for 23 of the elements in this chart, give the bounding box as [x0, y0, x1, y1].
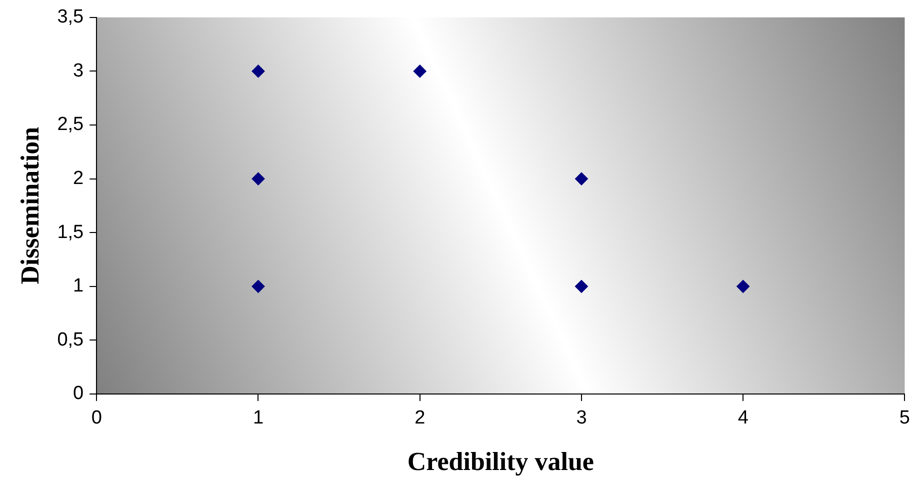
- y-tick-label: 0,5: [57, 329, 84, 350]
- point: [736, 280, 750, 293]
- y-tick-label: 1,5: [57, 222, 84, 243]
- y-tick-label: 3: [73, 60, 84, 82]
- y-tick-label: 2: [73, 168, 84, 190]
- x-tick-label: 3: [576, 408, 587, 429]
- point: [252, 172, 265, 186]
- point: [574, 172, 588, 186]
- point: [413, 64, 426, 78]
- y-tick-label: 1: [73, 276, 84, 297]
- x-tick-label: 1: [252, 408, 264, 429]
- point: [252, 64, 265, 78]
- x-tick-label: 2: [414, 408, 426, 429]
- point: [252, 280, 265, 293]
- x-tick-label: 5: [899, 408, 910, 429]
- y-axis-title: Dissemination: [15, 126, 44, 284]
- point: [574, 280, 588, 293]
- x-tick-label: 4: [738, 408, 749, 429]
- y-tick-label: 3,5: [57, 6, 84, 28]
- y-tick-label: 2,5: [57, 114, 84, 136]
- x-axis-title: Credibility value: [407, 447, 594, 476]
- y-tick-label: 0: [73, 383, 84, 404]
- x-tick-label: 0: [91, 408, 102, 429]
